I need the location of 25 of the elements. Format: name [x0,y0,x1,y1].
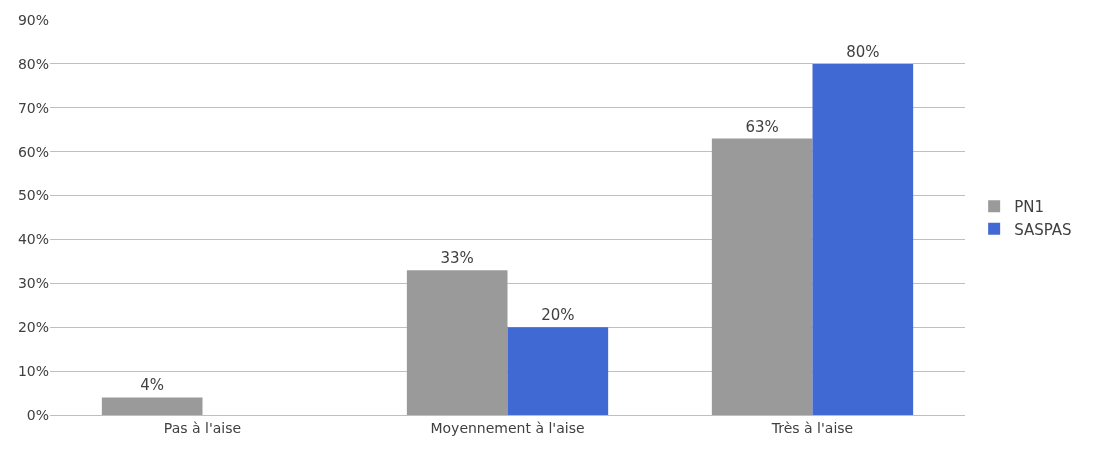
bar [711,138,813,415]
data-label: 80% [846,42,880,61]
data-label: 63% [745,117,779,136]
y-tick-label: 20% [17,319,49,336]
y-tick-label: 70% [17,99,49,116]
data-label: 20% [541,306,575,325]
y-tick-label: 90% [17,11,49,28]
y-tick-label: 10% [17,363,49,380]
legend-label: SASPAS [1014,220,1072,239]
data-label: 4% [140,376,165,395]
data-label: 33% [440,249,474,268]
bar [406,270,508,415]
y-tick-label: 0% [26,406,49,423]
legend-label: PN1 [1014,198,1044,217]
y-tick-label: 80% [17,55,49,72]
y-tick-label: 60% [17,143,49,160]
bar [507,327,609,415]
x-tick-label: Pas à l'aise [163,419,242,436]
y-tick-label: 40% [17,231,49,248]
x-tick-label: Très à l'aise [770,419,854,436]
bar [101,397,203,415]
x-tick-label: Moyennement à l'aise [430,419,585,436]
y-tick-label: 30% [17,275,49,292]
bar [812,63,914,415]
y-tick-label: 50% [17,187,49,204]
